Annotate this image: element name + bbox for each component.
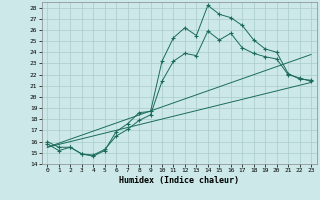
X-axis label: Humidex (Indice chaleur): Humidex (Indice chaleur) <box>119 176 239 185</box>
